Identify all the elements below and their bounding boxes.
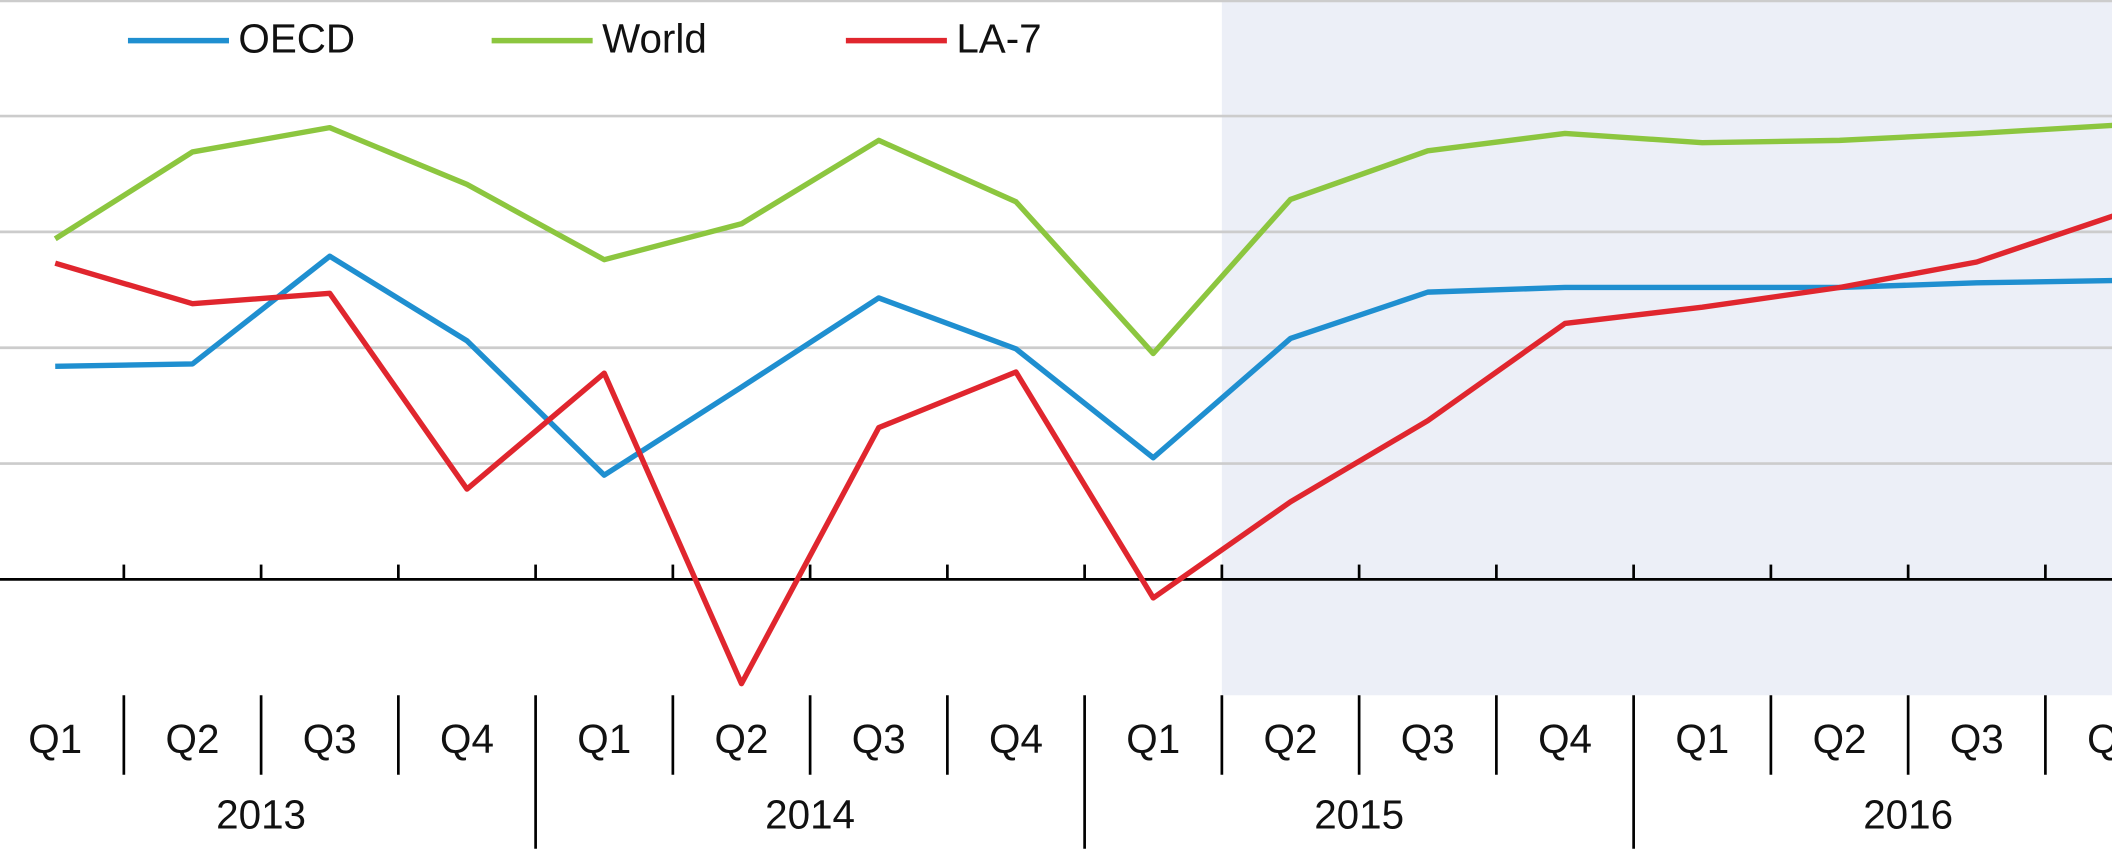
x-tick-label: Q1 <box>1675 716 1729 762</box>
x-tick-label: Q2 <box>1813 716 1867 762</box>
x-group-label: 2014 <box>765 791 855 837</box>
x-tick-label: Q2 <box>715 716 769 762</box>
x-tick-label: Q2 <box>166 716 220 762</box>
x-tick-label: Q3 <box>1401 716 1455 762</box>
series-line <box>55 253 2112 478</box>
x-group-label: 2016 <box>1863 791 1953 837</box>
x-group-label: 2013 <box>216 791 306 837</box>
legend-label: OECD <box>238 16 355 62</box>
legend-label: World <box>602 16 707 62</box>
x-tick-label: Q4 <box>1538 716 1592 762</box>
x-tick-label: Q3 <box>852 716 906 762</box>
x-tick-label: Q4 <box>2087 716 2112 762</box>
x-tick-label: Q3 <box>303 716 357 762</box>
series-line <box>54 213 2112 687</box>
x-tick-label: Q2 <box>1264 716 1318 762</box>
series-line <box>53 122 2112 357</box>
x-tick-label: Q1 <box>577 716 631 762</box>
x-tick-label: Q4 <box>989 716 1043 762</box>
x-tick-label: Q3 <box>1950 716 2004 762</box>
x-tick-label: Q1 <box>28 716 82 762</box>
x-group-label: 2015 <box>1314 791 1404 837</box>
x-tick-label: Q4 <box>440 716 494 762</box>
x-tick-label: Q1 <box>1126 716 1180 762</box>
legend-label: LA-7 <box>956 16 1041 62</box>
